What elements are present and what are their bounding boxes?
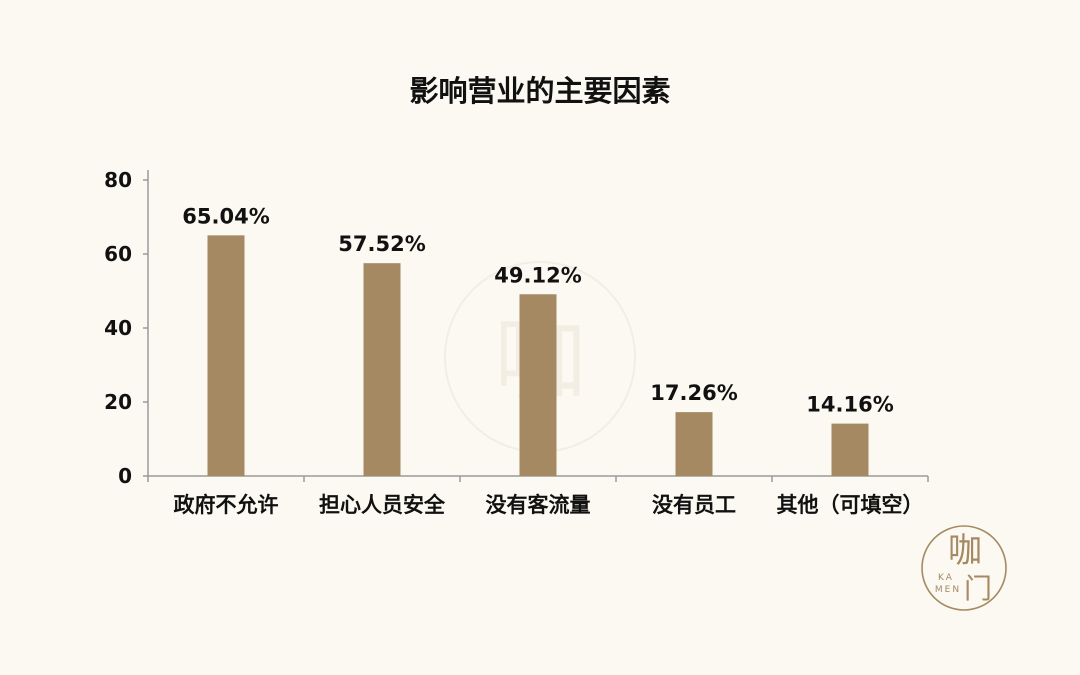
y-tick-label: 20	[104, 390, 132, 414]
brand-logo-chars: 咖	[948, 531, 982, 571]
brand-logo-ka: KA	[938, 573, 954, 583]
brand-logo: 咖 门 KA MEN	[921, 525, 1007, 611]
bar	[519, 294, 557, 476]
x-ticks	[147, 476, 929, 482]
bars	[207, 235, 869, 476]
y-ticks: 0 20 40 60 80	[104, 168, 148, 488]
data-label: 57.52%	[338, 232, 425, 256]
data-label: 14.16%	[806, 393, 893, 417]
y-tick-label: 80	[104, 168, 132, 192]
bar	[675, 412, 713, 476]
brand-logo-chars-2: 门	[964, 572, 992, 605]
category-label: 其他（可填空）	[777, 493, 924, 517]
category-label: 担心人员安全	[319, 493, 446, 517]
brand-logo-men: MEN	[935, 585, 961, 595]
category-labels: 政府不允许 担心人员安全 没有客流量 没有员工 其他（可填空）	[174, 493, 924, 517]
category-label: 没有客流量	[486, 493, 591, 517]
data-labels: 65.04% 57.52% 49.12% 17.26% 14.16%	[182, 204, 893, 416]
category-label: 没有员工	[652, 493, 736, 517]
bar	[207, 235, 245, 476]
bar	[363, 263, 401, 476]
data-label: 17.26%	[650, 381, 737, 405]
data-label: 65.04%	[182, 204, 269, 228]
bar	[831, 423, 869, 476]
y-tick-label: 60	[104, 242, 132, 266]
category-label: 政府不允许	[174, 493, 279, 517]
y-tick-label: 40	[104, 316, 132, 340]
y-tick-label: 0	[118, 464, 132, 488]
chart-title: 影响营业的主要因素	[409, 74, 671, 108]
data-label: 49.12%	[494, 263, 581, 287]
